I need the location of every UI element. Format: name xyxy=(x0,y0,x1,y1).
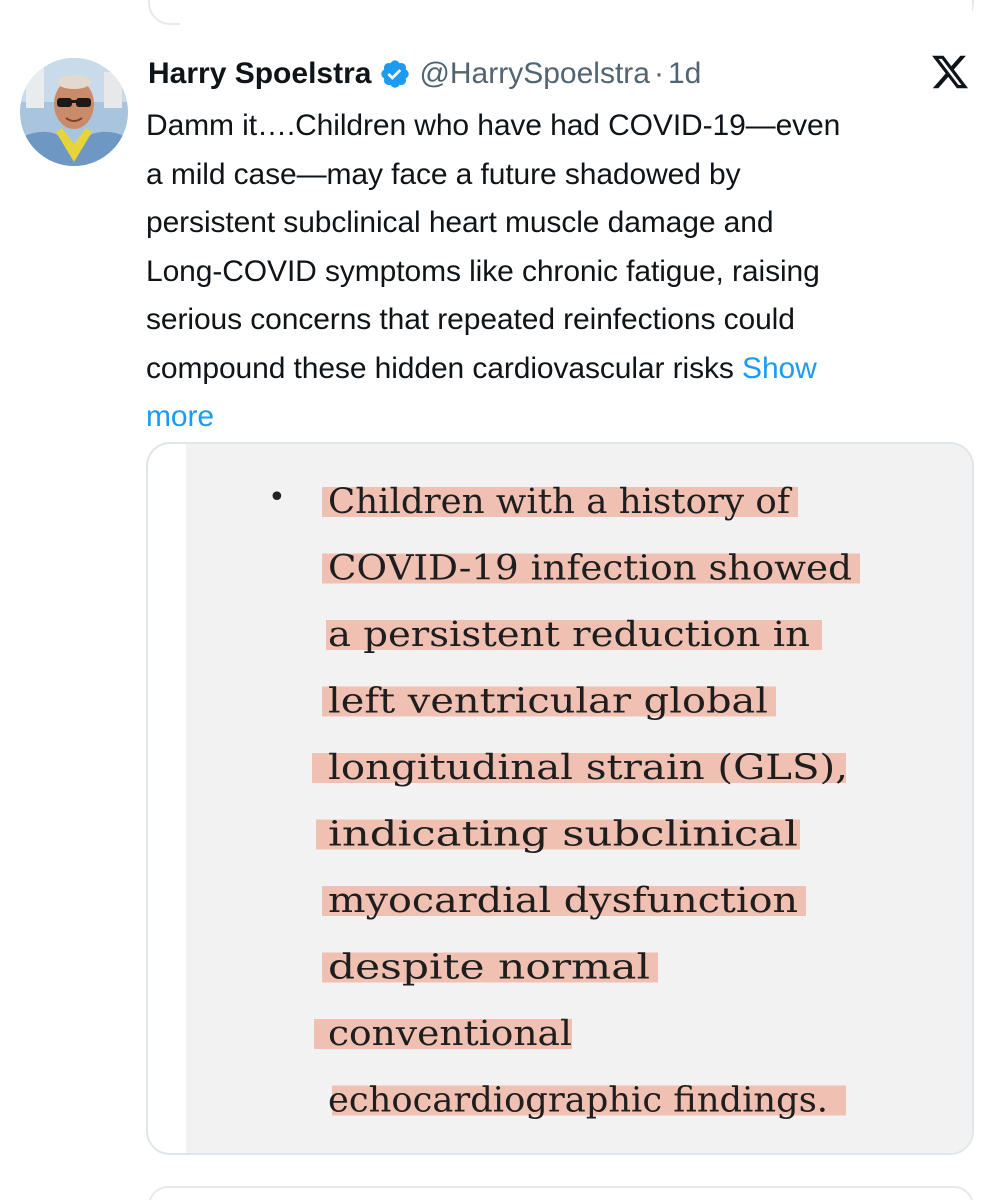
tweet-text-line-with-show-more: compound these hidden cardiovascular ris… xyxy=(146,345,976,394)
avatar-photo xyxy=(20,58,128,166)
highlighted-text-line: despite normal xyxy=(328,948,650,988)
highlight-bar xyxy=(312,753,846,783)
bullet-point: • xyxy=(268,480,286,515)
media-card[interactable]: • Children with a history of COVID-19 inf… xyxy=(146,442,974,1155)
highlight-bar xyxy=(322,487,798,517)
highlighted-excerpt-image: • Children with a history of COVID-19 inf… xyxy=(268,480,860,1121)
tweet-text-line: a mild case—may face a future shadowed b… xyxy=(146,157,741,191)
highlighted-text-line: indicating subclinical xyxy=(328,815,798,855)
highlight-bar xyxy=(322,553,860,584)
highlighted-text-line: longitudinal strain (GLS), xyxy=(328,748,848,788)
show-more-link-continued[interactable]: more xyxy=(146,400,214,433)
highlighted-text-line: COVID-19 infection showed xyxy=(328,549,852,589)
highlighted-text-line: left ventricular global xyxy=(328,682,768,722)
tweet-header: Harry Spoelstra @HarrySpoelstra · 1d xyxy=(148,52,701,96)
highlighted-text-line: Children with a history of xyxy=(328,482,793,522)
display-name[interactable]: Harry Spoelstra xyxy=(148,57,372,90)
highlight-bar xyxy=(322,686,776,717)
highlighted-text-line: echocardiographic findings. xyxy=(328,1081,828,1121)
highlighted-text-line: conventional xyxy=(328,1014,572,1054)
tweet-text: Damm it….Children who have had COVID-19—… xyxy=(146,102,976,442)
previous-card-edge xyxy=(148,0,974,25)
highlight-bar xyxy=(316,819,800,850)
tweet-text-line: compound these hidden cardiovascular ris… xyxy=(146,351,743,385)
tweet-text-line: Long-COVID symptoms like chronic fatigue… xyxy=(146,254,820,288)
highlight-bar xyxy=(322,952,658,983)
timestamp[interactable]: 1d xyxy=(667,57,702,90)
next-card-edge xyxy=(148,1186,974,1200)
tweet-text-line: persistent subclinical heart muscle dama… xyxy=(146,206,774,239)
x-logo-icon[interactable] xyxy=(930,52,970,92)
highlighted-text-line: myocardial dysfunction xyxy=(328,881,798,921)
avatar[interactable] xyxy=(20,58,128,166)
highlight-bar xyxy=(314,1019,572,1049)
handle[interactable]: @HarrySpoelstra xyxy=(419,57,650,90)
attached-image[interactable]: • Children with a history of COVID-19 inf… xyxy=(186,444,972,1153)
verified-badge-icon xyxy=(379,58,411,90)
separator-dot: · xyxy=(653,57,664,90)
tweet-text-line: Damm it….Children who have had COVID-19—… xyxy=(146,109,841,142)
highlight-bar xyxy=(322,886,806,916)
highlighted-text-line: a persistent reduction in xyxy=(328,615,810,655)
tweet-text-line: serious concerns that repeated reinfecti… xyxy=(146,303,795,336)
highlight-bar xyxy=(326,620,822,650)
highlight-bar xyxy=(332,1085,846,1116)
show-more-link[interactable]: Show xyxy=(742,351,817,385)
